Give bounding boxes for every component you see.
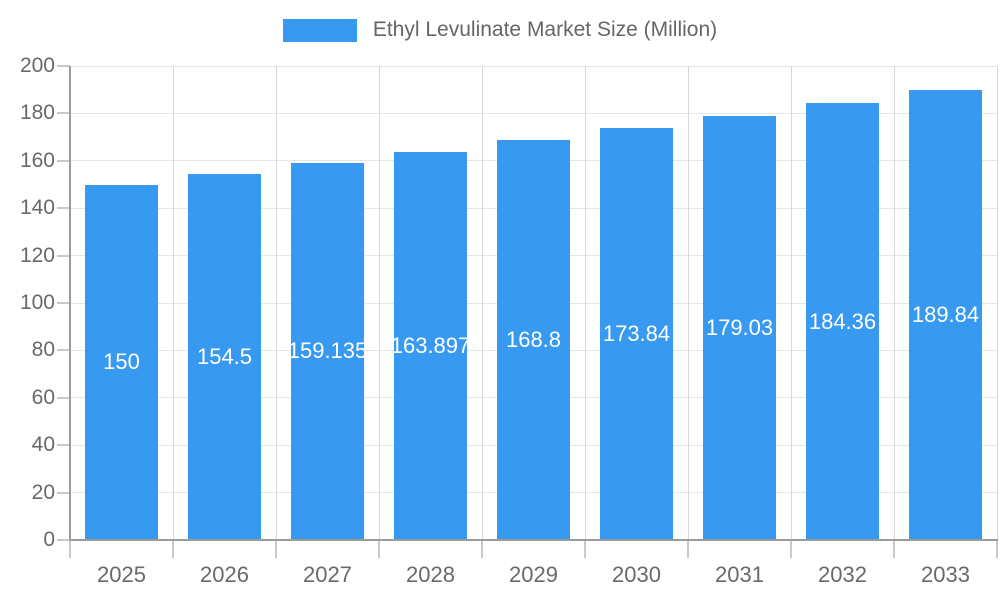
y-axis-tick [57,491,70,494]
gridline-vertical [378,66,380,540]
y-axis-tick [57,65,70,67]
bar-2025[interactable]: 150 [85,184,158,540]
legend-item[interactable]: Ethyl Levulinate Market Size (Million) [282,18,718,42]
y-axis-label: 40 [31,433,55,457]
gridline-horizontal [70,112,997,114]
legend-label: Ethyl Levulinate Market Size (Million) [372,18,718,41]
y-axis-label: 140 [19,196,55,220]
x-axis-label: 2032 [818,562,867,587]
y-axis-tick [57,207,70,210]
bar-value-label: 163.897 [394,332,467,358]
bar-2028[interactable]: 163.897 [394,151,467,540]
gridline-horizontal [70,65,997,67]
bar-2032[interactable]: 184.36 [806,103,879,540]
gridline-vertical [893,66,895,540]
bar-2029[interactable]: 168.8 [497,139,570,540]
bar-2031[interactable]: 179.03 [703,115,776,540]
bar-value-label: 159.135 [291,338,364,364]
x-axis-tick [687,540,689,558]
x-axis-tick [481,540,483,558]
gridline-vertical [275,66,277,540]
bar-value-label: 168.8 [505,326,562,352]
bar-value-label: 154.5 [196,343,253,369]
y-axis-label: 20 [31,480,55,504]
x-axis-tick [790,540,792,558]
x-axis-tick [172,540,174,558]
x-axis-tick [275,540,277,558]
x-axis-tick [584,540,586,558]
y-axis-tick [57,539,70,541]
x-axis-line [69,539,998,541]
x-axis-label: 2029 [509,562,558,587]
gridline-vertical [790,66,792,540]
bar-value-label: 150 [103,349,140,375]
x-axis-label: 2027 [303,562,352,587]
gridline-vertical [584,66,586,540]
y-axis-label: 60 [31,385,55,409]
x-axis-tick [893,540,895,558]
bar-value-label: 184.36 [808,308,877,334]
y-axis-label: 160 [19,148,55,172]
y-axis-label: 120 [19,243,55,267]
y-axis-tick [57,396,70,399]
y-axis-label: 80 [31,338,55,362]
y-axis-line [69,66,71,540]
y-axis-tick [57,159,70,162]
gridline-vertical [996,66,998,540]
bar-2027[interactable]: 159.135 [291,162,364,540]
y-axis-label: 100 [19,291,55,314]
gridline-vertical [172,66,174,540]
y-axis-tick [57,444,70,447]
x-axis-label: 2028 [406,562,455,587]
x-axis-tick [996,540,998,558]
x-axis-label: 2033 [921,562,970,587]
x-axis-tick [378,540,380,558]
x-axis-label: 2026 [200,562,249,587]
y-axis-tick [57,254,70,257]
y-axis-tick [57,302,70,304]
legend: Ethyl Levulinate Market Size (Million) [0,18,1000,42]
y-axis-label: 180 [19,101,55,125]
legend-swatch-icon [282,18,357,42]
bar-2033[interactable]: 189.84 [909,90,982,540]
y-axis-label: 0 [43,528,55,551]
x-axis-label: 2025 [97,562,146,587]
bar-value-label: 189.84 [911,302,980,328]
bar-2030[interactable]: 173.84 [600,127,673,540]
bar-value-label: 173.84 [602,320,671,346]
gridline-vertical [687,66,689,540]
y-axis-tick [57,112,70,115]
x-axis-label: 2030 [612,562,661,587]
gridline-vertical [481,66,483,540]
x-axis-label: 2031 [715,562,764,587]
y-axis-tick [57,349,70,352]
bar-2026[interactable]: 154.5 [188,173,261,540]
y-axis-label: 200 [19,54,55,77]
bar-value-label: 179.03 [705,314,774,340]
x-axis-tick [69,540,71,558]
